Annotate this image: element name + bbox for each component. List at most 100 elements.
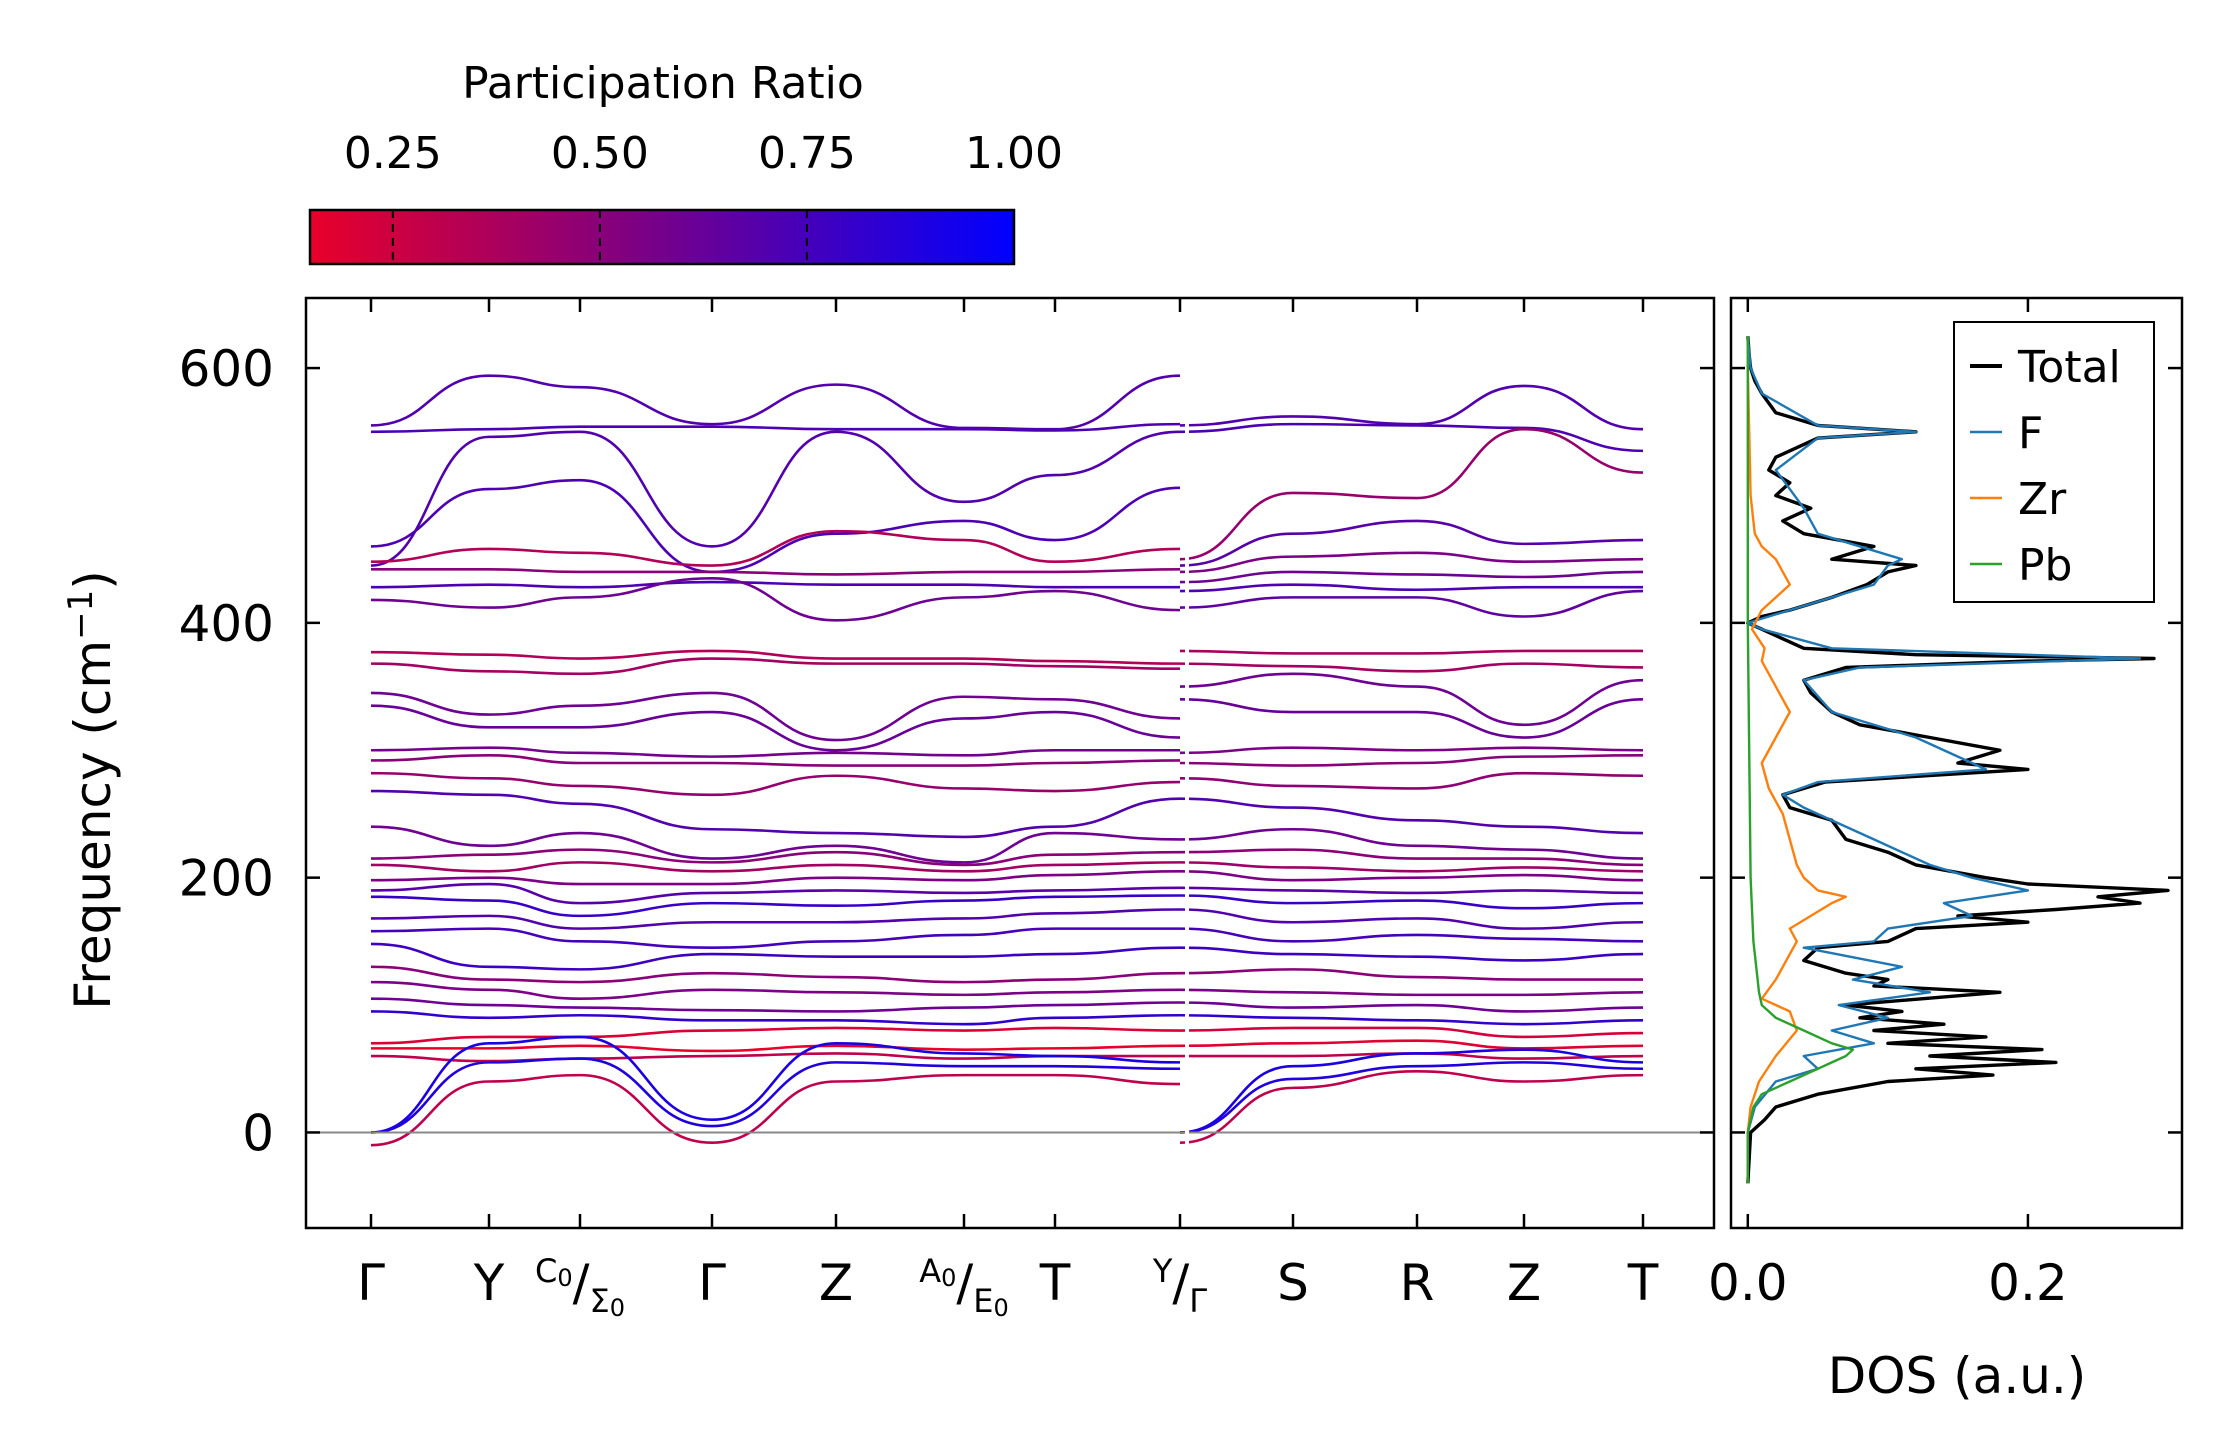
x-tick-label: Y (473, 1254, 505, 1312)
colorbar-tick-label: 0.25 (344, 128, 442, 179)
phonon-band (1179, 1013, 1644, 1026)
phonon-band (1179, 771, 1644, 790)
phonon-band (370, 529, 1181, 567)
phonon-band (1179, 861, 1644, 873)
phonon-band (370, 649, 1181, 665)
y-tick-label: 400 (179, 595, 274, 653)
phonon-band (370, 576, 1181, 622)
legend-frame (1953, 321, 2155, 603)
dos-series-zr (1746, 336, 1848, 1184)
dos-x-tick-label: 0.2 (1988, 1254, 2068, 1312)
phonon-band (1179, 746, 1644, 755)
x-tick-label: C0/Σ0 (535, 1252, 625, 1322)
phonon-band (1179, 1001, 1644, 1013)
phonon-band (370, 771, 1181, 797)
x-tick-label: Γ (698, 1254, 726, 1312)
phonon-band (1179, 583, 1643, 593)
phonon-band (370, 657, 1181, 676)
phonon-band (1179, 827, 1644, 860)
phonon-band (1179, 427, 1644, 561)
dos-series-f (1746, 336, 2142, 1184)
phonon-band (370, 1057, 1181, 1134)
phonon-band (370, 1035, 1181, 1134)
colorbar-tick-label: 0.75 (758, 128, 856, 179)
phonon-band (1179, 1039, 1644, 1050)
y-tick-label: 200 (179, 850, 274, 908)
band-structure-panel: 0 200 400 600 Γ Y C0/Σ0 Γ Z A0/E0 T Y/Γ S R Z T Freque… (61, 296, 1716, 1322)
colorbar-gradient (308, 208, 1016, 266)
phonon-band (1179, 869, 1644, 882)
y-axis-label-superscript: −1 (61, 590, 101, 640)
dos-x-axis-label: DOS (a.u.) (1828, 1347, 2087, 1405)
phonon-band (370, 861, 1181, 873)
phonon-band (1179, 1026, 1644, 1039)
dos-axes-frame (1729, 296, 2184, 1230)
x-tick-label: Γ (357, 1254, 385, 1312)
phonon-band (1179, 927, 1644, 943)
phonon-band (370, 746, 1180, 758)
phonon-band (1179, 968, 1643, 981)
phonon-band (370, 1044, 1181, 1053)
phonon-band (370, 825, 1181, 864)
phonon-band (370, 704, 1181, 752)
phonon-band (370, 754, 1181, 767)
x-tick-label: Z (1507, 1254, 1541, 1312)
dos-series-pb (1746, 336, 1855, 1184)
y-axis-label: Frequency (cm−1) (61, 570, 122, 1010)
phonon-band (370, 908, 1181, 930)
phonon-band (1179, 589, 1644, 618)
phonon-band (1179, 570, 1644, 584)
legend-label-total: Total (2017, 342, 2121, 393)
colorbar: Participation Ratio 0.25 0.50 0.75 1.00 (308, 58, 1063, 266)
phonon-band (1179, 946, 1644, 962)
x-tick-label: Z (819, 1254, 853, 1312)
phonon-band (1179, 754, 1644, 767)
colorbar-tick-label: 1.00 (965, 128, 1063, 179)
phonon-band (1179, 1069, 1644, 1144)
dos-panel: 0.0 0.2 DOS (a.u.) Total F Zr Pb (1708, 296, 2184, 1405)
phonon-band (370, 848, 1181, 867)
y-tick-label: 0 (242, 1104, 274, 1162)
phonon-band (370, 580, 1180, 589)
phonon-band (1179, 894, 1644, 910)
phonon-band (370, 430, 1181, 567)
legend-label-pb: Pb (2018, 540, 2072, 591)
phonon-band (370, 1026, 1181, 1045)
phonon-band (370, 568, 1181, 576)
phonon-band (1179, 551, 1644, 574)
phonon-band (370, 478, 1181, 574)
phonon-band (1179, 908, 1644, 930)
phonon-band (1179, 698, 1644, 739)
phonon-band (370, 789, 1181, 839)
x-tick-label: R (1400, 1254, 1435, 1312)
phonon-band (1179, 848, 1644, 867)
phonon-band (370, 927, 1180, 950)
band-axes-frame (304, 296, 1716, 1230)
colorbar-tick-label: 0.50 (551, 128, 649, 179)
x-tick-label: S (1277, 1254, 1309, 1312)
legend-label-f: F (2018, 408, 2043, 459)
phonon-band (1179, 519, 1644, 567)
phonon-band (370, 894, 1181, 918)
phonon-band (370, 1010, 1181, 1026)
phonon-band (1179, 662, 1644, 673)
dos-legend: Total F Zr Pb (1953, 321, 2155, 603)
x-tick-label: A0/E0 (919, 1252, 1009, 1322)
x-tick-label: Y/Γ (1152, 1252, 1207, 1320)
phonon-band (1179, 1061, 1644, 1134)
phonon-band (370, 1073, 1181, 1147)
x-tick-label: T (1039, 1254, 1071, 1312)
phonon-band (370, 980, 1181, 1000)
y-tick-label: 600 (179, 340, 274, 398)
dos-x-tick-label: 0.0 (1708, 1254, 1788, 1312)
phonon-band (370, 997, 1181, 1013)
phonon-band (1179, 797, 1644, 835)
phonon-band (370, 691, 1181, 742)
colorbar-title: Participation Ratio (462, 58, 864, 109)
phonon-band (1179, 988, 1644, 997)
phonon-band (1179, 649, 1643, 655)
x-tick-label: T (1627, 1254, 1659, 1312)
legend-label-zr: Zr (2018, 474, 2067, 525)
phonon-band (1179, 1048, 1644, 1134)
